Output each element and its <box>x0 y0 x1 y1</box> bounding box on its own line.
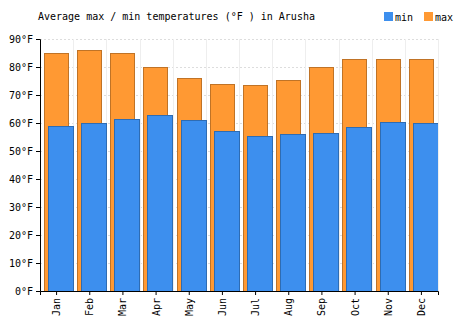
axis-line <box>41 292 439 296</box>
tick-mark <box>36 179 40 180</box>
chart: Average max / min temperatures (°F ) in … <box>0 0 474 331</box>
grid-line-x <box>173 39 174 291</box>
legend: min max <box>384 12 453 23</box>
bar <box>281 135 306 292</box>
tick: Sep <box>316 291 327 316</box>
bar <box>381 123 406 292</box>
tick-mark <box>36 95 40 96</box>
tick-mark <box>156 291 157 295</box>
tick-label: Jul <box>250 298 261 316</box>
grid-line-x <box>140 39 141 291</box>
tick-mark <box>189 291 190 295</box>
tick-mark <box>56 291 57 295</box>
tick-label: 10°F <box>9 258 33 269</box>
bar <box>148 116 173 292</box>
tick-label: 80°F <box>9 62 33 73</box>
tick-label: Feb <box>84 298 95 316</box>
legend-label: min <box>395 12 413 23</box>
tick: 80°F <box>9 62 40 73</box>
tick-label: May <box>184 298 195 316</box>
tick-mark <box>36 235 40 236</box>
tick: 20°F <box>9 230 40 241</box>
tick-mark <box>89 291 90 295</box>
tick-label: Aug <box>283 298 294 316</box>
bars <box>45 51 439 292</box>
tick: 70°F <box>9 90 40 101</box>
grid-line-x <box>438 39 439 291</box>
tick-mark <box>36 67 40 68</box>
bar <box>347 128 372 292</box>
tick: Feb <box>84 291 95 316</box>
tick-label: Oct <box>350 298 361 316</box>
tick-label: 0°F <box>15 286 33 297</box>
tick-label: 40°F <box>9 174 33 185</box>
tick-mark <box>255 291 256 295</box>
bar <box>215 132 240 292</box>
tick: 90°F <box>9 34 40 45</box>
bar <box>49 127 74 292</box>
tick: May <box>184 291 195 316</box>
bar <box>182 121 207 292</box>
bar <box>115 120 140 292</box>
legend-swatch <box>384 12 393 21</box>
tick-mark <box>288 291 289 295</box>
tick-mark <box>355 291 356 295</box>
grid-line-x <box>339 39 340 291</box>
tick-mark <box>36 151 40 152</box>
tick: Jun <box>217 291 228 316</box>
grid <box>40 39 439 292</box>
tick: 10°F <box>9 258 40 269</box>
tick-label: Dec <box>416 298 427 316</box>
tick: Jan <box>51 291 62 316</box>
bar <box>248 137 273 292</box>
tick: Dec <box>416 291 427 316</box>
tick: 30°F <box>9 202 40 213</box>
x-axis: Jan Feb Mar Apr May Jun Jul Aug Sep Oct Nov Dec <box>41 291 439 316</box>
tick-mark <box>36 123 40 124</box>
tick-label: 70°F <box>9 90 33 101</box>
tick-mark <box>421 291 422 295</box>
tick-mark <box>36 263 40 264</box>
tick-label: Jan <box>51 298 62 316</box>
tick-label: 20°F <box>9 230 33 241</box>
tick: Aug <box>283 291 294 316</box>
tick: 40°F <box>9 174 40 185</box>
tick-label: Sep <box>316 298 327 316</box>
tick-mark <box>388 291 389 295</box>
tick: Jul <box>250 291 261 316</box>
legend-swatch <box>424 12 433 21</box>
tick-label: Nov <box>383 298 394 316</box>
tick-mark <box>222 291 223 295</box>
bar <box>314 134 339 292</box>
axis-line <box>36 40 41 292</box>
tick-label: 30°F <box>9 202 33 213</box>
tick-mark <box>122 291 123 295</box>
tick-label: 50°F <box>9 146 33 157</box>
tick: Apr <box>151 291 162 316</box>
tick-label: Jun <box>217 298 228 316</box>
tick: 60°F <box>9 118 40 129</box>
tick-mark <box>36 39 40 40</box>
tick: Oct <box>350 291 361 316</box>
bar <box>414 124 439 292</box>
tick-mark <box>321 291 322 295</box>
y-axis: 0°F 10°F 20°F 30°F 40°F 50°F 60°F 70°F 80°F 90°F <box>9 34 41 297</box>
tick-label: 60°F <box>9 118 33 129</box>
tick-mark <box>36 291 40 292</box>
title: Average max / min temperatures (°F ) in … <box>38 11 315 22</box>
tick: Mar <box>117 291 128 316</box>
tick-label: 90°F <box>9 34 33 45</box>
tick-label: Apr <box>151 298 162 316</box>
tick-label: Mar <box>117 298 128 316</box>
tick-mark <box>36 207 40 208</box>
tick: 0°F <box>15 286 40 297</box>
tick: 50°F <box>9 146 40 157</box>
grid-line-x <box>372 39 373 291</box>
legend-label: max <box>435 12 453 23</box>
tick: Nov <box>383 291 394 316</box>
bar <box>82 124 107 292</box>
